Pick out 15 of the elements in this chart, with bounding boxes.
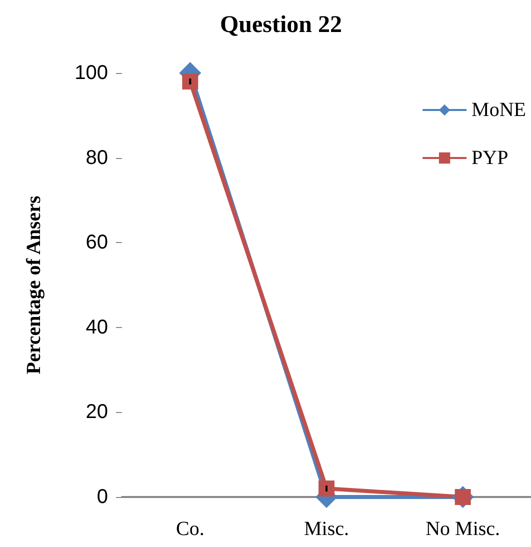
point bbox=[318, 480, 334, 497]
y-tick-label: 0 bbox=[96, 486, 108, 508]
y-tick-label: 80 bbox=[86, 146, 108, 169]
chart-title: Question 22 bbox=[220, 12, 342, 38]
point bbox=[182, 73, 198, 90]
legend-label: PYP bbox=[472, 147, 508, 169]
x-tick-label: No Misc. bbox=[426, 518, 500, 540]
legend-label: MoNE bbox=[472, 99, 526, 121]
y-tick-label: 40 bbox=[86, 316, 108, 338]
x-tick-label: Co. bbox=[176, 518, 204, 540]
x-tick-label: Misc. bbox=[304, 518, 349, 540]
y-tick-label: 60 bbox=[86, 232, 108, 254]
y-tick-label: 20 bbox=[86, 401, 108, 424]
y-tick-label: 100 bbox=[74, 62, 108, 84]
y-axis-title: Percentage of Ansers bbox=[23, 196, 45, 374]
